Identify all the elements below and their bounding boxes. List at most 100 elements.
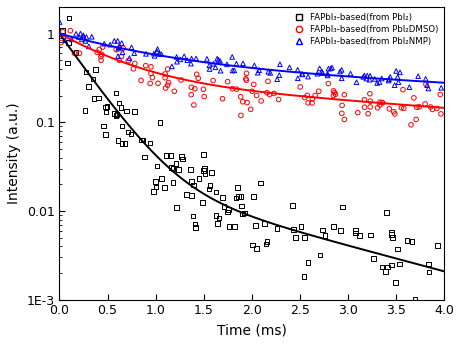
Point — [411, 297, 419, 302]
Point — [237, 113, 245, 118]
Point — [341, 117, 348, 122]
Point — [426, 269, 433, 275]
Point — [201, 171, 208, 176]
Point — [251, 63, 258, 68]
Point — [304, 260, 312, 266]
Point — [126, 55, 133, 61]
Point — [160, 184, 168, 190]
Point — [379, 100, 386, 106]
Point — [154, 49, 161, 54]
Point — [330, 93, 337, 98]
Point — [67, 28, 74, 33]
Point — [338, 111, 345, 116]
Point — [301, 274, 308, 279]
Point — [200, 168, 207, 173]
Point — [341, 92, 348, 97]
Point — [111, 111, 118, 116]
Point — [415, 104, 423, 110]
Point — [389, 235, 396, 240]
Point — [188, 179, 195, 184]
Point — [147, 71, 154, 76]
Point — [376, 102, 384, 108]
Point — [301, 95, 308, 100]
Point — [72, 50, 80, 55]
Point — [388, 262, 395, 268]
Point — [98, 52, 106, 57]
Point — [167, 153, 174, 158]
Point — [156, 51, 163, 57]
Point — [150, 189, 157, 194]
Point — [130, 66, 137, 72]
Point — [97, 57, 105, 63]
Point — [147, 80, 154, 86]
Point — [82, 108, 89, 113]
Point — [147, 64, 154, 69]
Y-axis label: Intensity (a.u.): Intensity (a.u.) — [7, 103, 21, 204]
Point — [250, 82, 257, 87]
Point — [313, 71, 321, 76]
Point — [225, 207, 232, 212]
Point — [286, 65, 293, 70]
Point — [243, 100, 251, 105]
Point — [200, 86, 207, 92]
Point — [188, 56, 195, 62]
Point — [239, 61, 247, 66]
Point — [139, 137, 147, 143]
Point — [433, 106, 441, 111]
Point — [237, 194, 245, 199]
Point — [189, 182, 197, 188]
Point — [102, 132, 109, 137]
Point — [177, 77, 185, 83]
Point — [61, 37, 69, 43]
Point — [366, 77, 373, 83]
Point — [396, 261, 403, 267]
Point — [315, 88, 322, 94]
Point — [175, 167, 182, 173]
Point — [219, 195, 226, 201]
Point — [58, 40, 65, 45]
Point — [233, 61, 240, 66]
Point — [395, 79, 402, 85]
Point — [347, 71, 354, 76]
Point — [261, 221, 268, 227]
Point — [360, 74, 367, 79]
Point — [232, 195, 240, 201]
X-axis label: Time (ms): Time (ms) — [217, 323, 287, 337]
Point — [270, 91, 278, 96]
Point — [325, 81, 332, 86]
Point — [394, 74, 402, 80]
Point — [112, 90, 120, 96]
Point — [406, 84, 413, 90]
Point — [101, 104, 109, 110]
Point — [130, 50, 138, 56]
Point — [56, 31, 64, 36]
Point — [294, 67, 301, 73]
Point — [319, 71, 326, 76]
Point — [275, 97, 282, 102]
Point — [235, 194, 242, 199]
Point — [216, 58, 224, 64]
Point — [173, 205, 180, 210]
Point — [400, 106, 408, 111]
Point — [103, 104, 111, 109]
Point — [111, 38, 118, 44]
Point — [257, 180, 264, 186]
Point — [352, 228, 359, 233]
Point — [437, 85, 445, 90]
Point — [304, 93, 311, 98]
Point — [408, 122, 415, 128]
Point — [384, 265, 391, 270]
Point — [119, 45, 127, 51]
Point — [128, 45, 135, 50]
Point — [195, 175, 202, 181]
Point — [189, 213, 197, 219]
Point — [121, 141, 129, 146]
Point — [164, 83, 171, 88]
Point — [106, 42, 114, 47]
Point — [190, 102, 198, 108]
Point — [92, 67, 99, 72]
Point — [413, 105, 420, 110]
Point — [141, 154, 148, 160]
Point — [179, 157, 186, 162]
Point — [118, 54, 125, 60]
